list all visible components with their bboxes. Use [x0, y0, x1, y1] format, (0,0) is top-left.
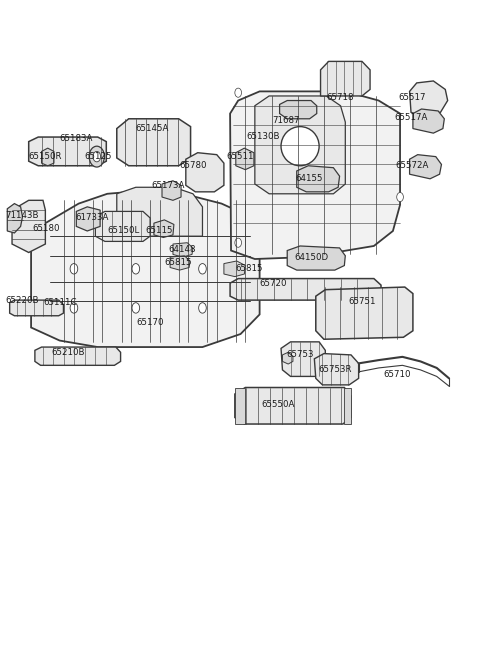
Text: 65180: 65180 — [33, 224, 60, 233]
Polygon shape — [31, 191, 260, 347]
Circle shape — [70, 303, 78, 313]
Polygon shape — [409, 155, 442, 179]
Polygon shape — [117, 187, 203, 236]
Text: 65718: 65718 — [327, 94, 354, 102]
Polygon shape — [173, 243, 193, 257]
Text: 65145A: 65145A — [136, 124, 169, 133]
Text: 65173A: 65173A — [152, 181, 185, 190]
Polygon shape — [154, 220, 174, 238]
Text: 64155: 64155 — [296, 174, 324, 183]
Text: 65130B: 65130B — [247, 132, 280, 141]
Text: 65815: 65815 — [164, 258, 192, 267]
Polygon shape — [230, 92, 400, 259]
Circle shape — [237, 153, 244, 162]
Polygon shape — [224, 261, 245, 276]
Polygon shape — [235, 388, 245, 424]
Polygon shape — [170, 255, 190, 270]
Text: 64150D: 64150D — [294, 253, 328, 261]
Polygon shape — [230, 278, 381, 300]
Text: 65720: 65720 — [259, 278, 287, 288]
Text: 65572A: 65572A — [395, 161, 429, 170]
Circle shape — [93, 151, 101, 162]
Text: 65751: 65751 — [348, 297, 376, 306]
Circle shape — [132, 263, 140, 274]
Text: 65115: 65115 — [145, 227, 172, 235]
Polygon shape — [235, 388, 351, 424]
Text: 65220B: 65220B — [6, 295, 39, 305]
Text: 65125: 65125 — [84, 152, 111, 161]
Polygon shape — [29, 137, 106, 166]
Polygon shape — [314, 354, 359, 385]
Polygon shape — [186, 153, 224, 192]
Polygon shape — [413, 109, 444, 133]
Text: 65210B: 65210B — [51, 348, 85, 357]
Text: 64148: 64148 — [169, 245, 196, 253]
Text: 65780: 65780 — [179, 161, 207, 170]
Polygon shape — [236, 148, 254, 170]
Circle shape — [89, 146, 104, 167]
Circle shape — [132, 303, 140, 313]
Text: 65150R: 65150R — [29, 152, 62, 161]
Text: 65517A: 65517A — [394, 113, 428, 122]
Polygon shape — [409, 81, 448, 115]
Polygon shape — [344, 388, 351, 424]
Text: 65150L: 65150L — [108, 227, 140, 235]
Polygon shape — [12, 200, 46, 252]
Text: 65815: 65815 — [235, 265, 263, 273]
Polygon shape — [42, 148, 54, 166]
Text: 71687: 71687 — [272, 115, 300, 124]
Polygon shape — [35, 347, 120, 365]
Polygon shape — [287, 246, 345, 270]
Text: 65550A: 65550A — [261, 400, 294, 409]
Polygon shape — [76, 207, 100, 231]
Text: 71143B: 71143B — [6, 211, 39, 220]
Polygon shape — [297, 166, 339, 192]
Circle shape — [199, 263, 206, 274]
Polygon shape — [96, 212, 150, 242]
Circle shape — [199, 303, 206, 313]
Text: 65183A: 65183A — [60, 134, 93, 143]
Polygon shape — [10, 300, 63, 316]
Polygon shape — [281, 342, 325, 377]
Polygon shape — [255, 96, 345, 194]
Polygon shape — [7, 204, 23, 233]
Circle shape — [397, 193, 403, 202]
Text: 65511: 65511 — [227, 152, 254, 161]
Text: 61733A: 61733A — [75, 214, 108, 223]
Polygon shape — [321, 62, 370, 96]
Polygon shape — [282, 352, 293, 364]
Polygon shape — [117, 119, 191, 166]
Text: 65753R: 65753R — [318, 365, 351, 375]
Circle shape — [235, 88, 241, 97]
Text: 65111C: 65111C — [44, 298, 77, 307]
Polygon shape — [162, 181, 181, 200]
Circle shape — [70, 263, 78, 274]
Ellipse shape — [281, 126, 319, 166]
Polygon shape — [280, 100, 317, 119]
Polygon shape — [316, 287, 413, 339]
Text: 65517: 65517 — [398, 94, 426, 102]
Text: 65710: 65710 — [383, 370, 410, 379]
Text: 65170: 65170 — [136, 318, 164, 327]
Text: 65753: 65753 — [287, 350, 314, 360]
Circle shape — [235, 238, 241, 248]
